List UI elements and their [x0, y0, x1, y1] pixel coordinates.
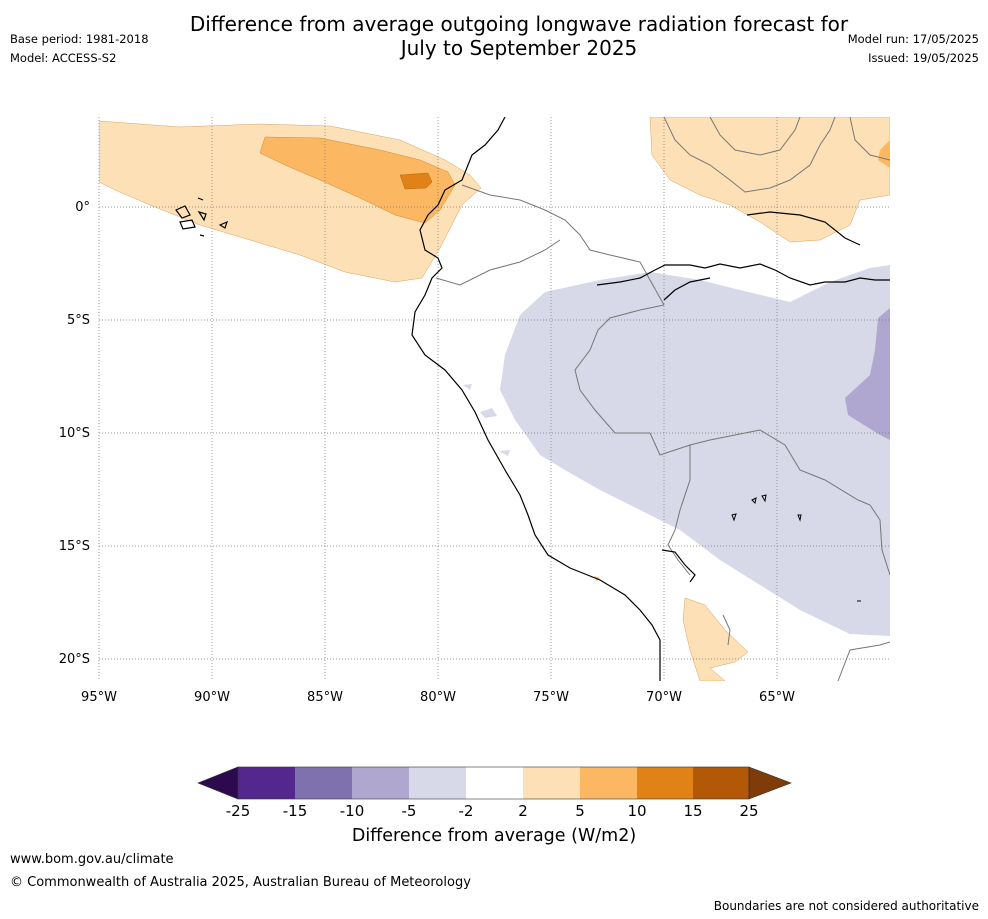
- lon-label-70w: 70°W: [646, 690, 682, 705]
- cbar-tick: -25: [226, 802, 251, 820]
- colorbar-bin-10-15: [637, 767, 693, 799]
- lon-label-85w: 85°W: [307, 690, 343, 705]
- lon-label-95w: 95°W: [81, 690, 117, 705]
- title-line-2: July to September 2025: [400, 36, 638, 60]
- lon-label-90w: 90°W: [194, 690, 230, 705]
- title-line-1: Difference from average outgoing longwav…: [189, 12, 849, 36]
- colorbar-ticks: -25 -15 -10 -5 -2 2 5 10 15 25: [226, 802, 759, 820]
- colorbar-bin-neg10-neg5: [352, 767, 409, 799]
- anomaly-neg2-neg5-islet-3: [499, 450, 510, 456]
- lon-label-65w: 65°W: [759, 690, 795, 705]
- chart-title: Difference from average outgoing longwav…: [0, 12, 988, 60]
- footer-disclaimer: Boundaries are not considered authoritat…: [713, 899, 979, 913]
- anomaly-10-15-pacific: [399, 172, 433, 190]
- anomaly-5-10-pacific: [259, 136, 456, 224]
- model-run: Model run: 17/05/2025: [847, 32, 979, 46]
- lon-label-75w: 75°W: [533, 690, 569, 705]
- colorbar-extend-high: [748, 766, 792, 800]
- lake-islands: [731, 494, 861, 602]
- anomaly-neg2-neg5: [500, 265, 890, 636]
- meta-right: Model run: 17/05/2025 Issued: 19/05/2025: [848, 30, 979, 68]
- colorbar-extend-low: [197, 766, 239, 800]
- anomaly-2-5-north: [649, 117, 890, 243]
- lon-label-80w: 80°W: [420, 690, 456, 705]
- cbar-tick: -2: [459, 802, 474, 820]
- lat-label-0: 0°: [75, 200, 90, 215]
- base-period: Base period: 1981-2018: [10, 32, 149, 46]
- colorbar: -25 -15 -10 -5 -2 2 5 10 15 25: [197, 766, 792, 820]
- model-name: Model: ACCESS-S2: [10, 51, 117, 65]
- colorbar-bin-neg15-neg10: [295, 767, 352, 799]
- galapagos-islands: [175, 197, 228, 237]
- anomaly-5-10-north: [878, 140, 890, 168]
- colorbar-outline: [237, 766, 750, 800]
- colorbar-bin-neg2-2: [466, 767, 523, 799]
- lat-label-10s: 10°S: [59, 426, 90, 441]
- cbar-tick: 5: [575, 802, 585, 820]
- cbar-tick: -5: [402, 802, 417, 820]
- colorbar-title: Difference from average (W/m2): [351, 826, 637, 846]
- issued-date: Issued: 19/05/2025: [868, 51, 979, 65]
- cbar-tick: 2: [518, 802, 528, 820]
- lat-tick-labels: 0° 5°S 10°S 15°S 20°S: [59, 200, 90, 667]
- colorbar-bin-neg5-neg2: [409, 767, 466, 799]
- colorbar-bin-5-10: [580, 767, 637, 799]
- anomaly-neg2-neg5-islet-1: [480, 408, 497, 418]
- meta-left: Base period: 1981-2018 Model: ACCESS-S2: [10, 30, 149, 68]
- cbar-tick: 25: [739, 802, 758, 820]
- cbar-tick: -10: [340, 802, 365, 820]
- lat-label-15s: 15°S: [59, 539, 90, 554]
- coastlines: [411, 117, 890, 681]
- cbar-tick: -15: [283, 802, 308, 820]
- anomaly-neg2-neg5-islet-2: [463, 384, 472, 390]
- anomaly-2-5-south: [682, 597, 749, 681]
- colorbar-bin-neg25-neg15: [238, 767, 295, 799]
- colorbar-bin-15-25: [693, 767, 749, 799]
- cbar-tick: 10: [627, 802, 646, 820]
- lon-tick-labels: 95°W 90°W 85°W 80°W 75°W 70°W 65°W: [81, 690, 795, 705]
- lat-label-20s: 20°S: [59, 652, 90, 667]
- anomaly-field: [99, 117, 890, 681]
- colorbar-bin-2-5: [523, 767, 580, 799]
- footer-copyright: © Commonwealth of Australia 2025, Austra…: [10, 875, 471, 890]
- footer-url: www.bom.gov.au/climate: [10, 852, 174, 867]
- country-borders: [435, 117, 890, 681]
- gridlines: [98, 117, 890, 681]
- anomaly-neg5-neg10: [845, 308, 890, 440]
- cbar-tick: 15: [683, 802, 702, 820]
- lat-label-5s: 5°S: [67, 313, 90, 328]
